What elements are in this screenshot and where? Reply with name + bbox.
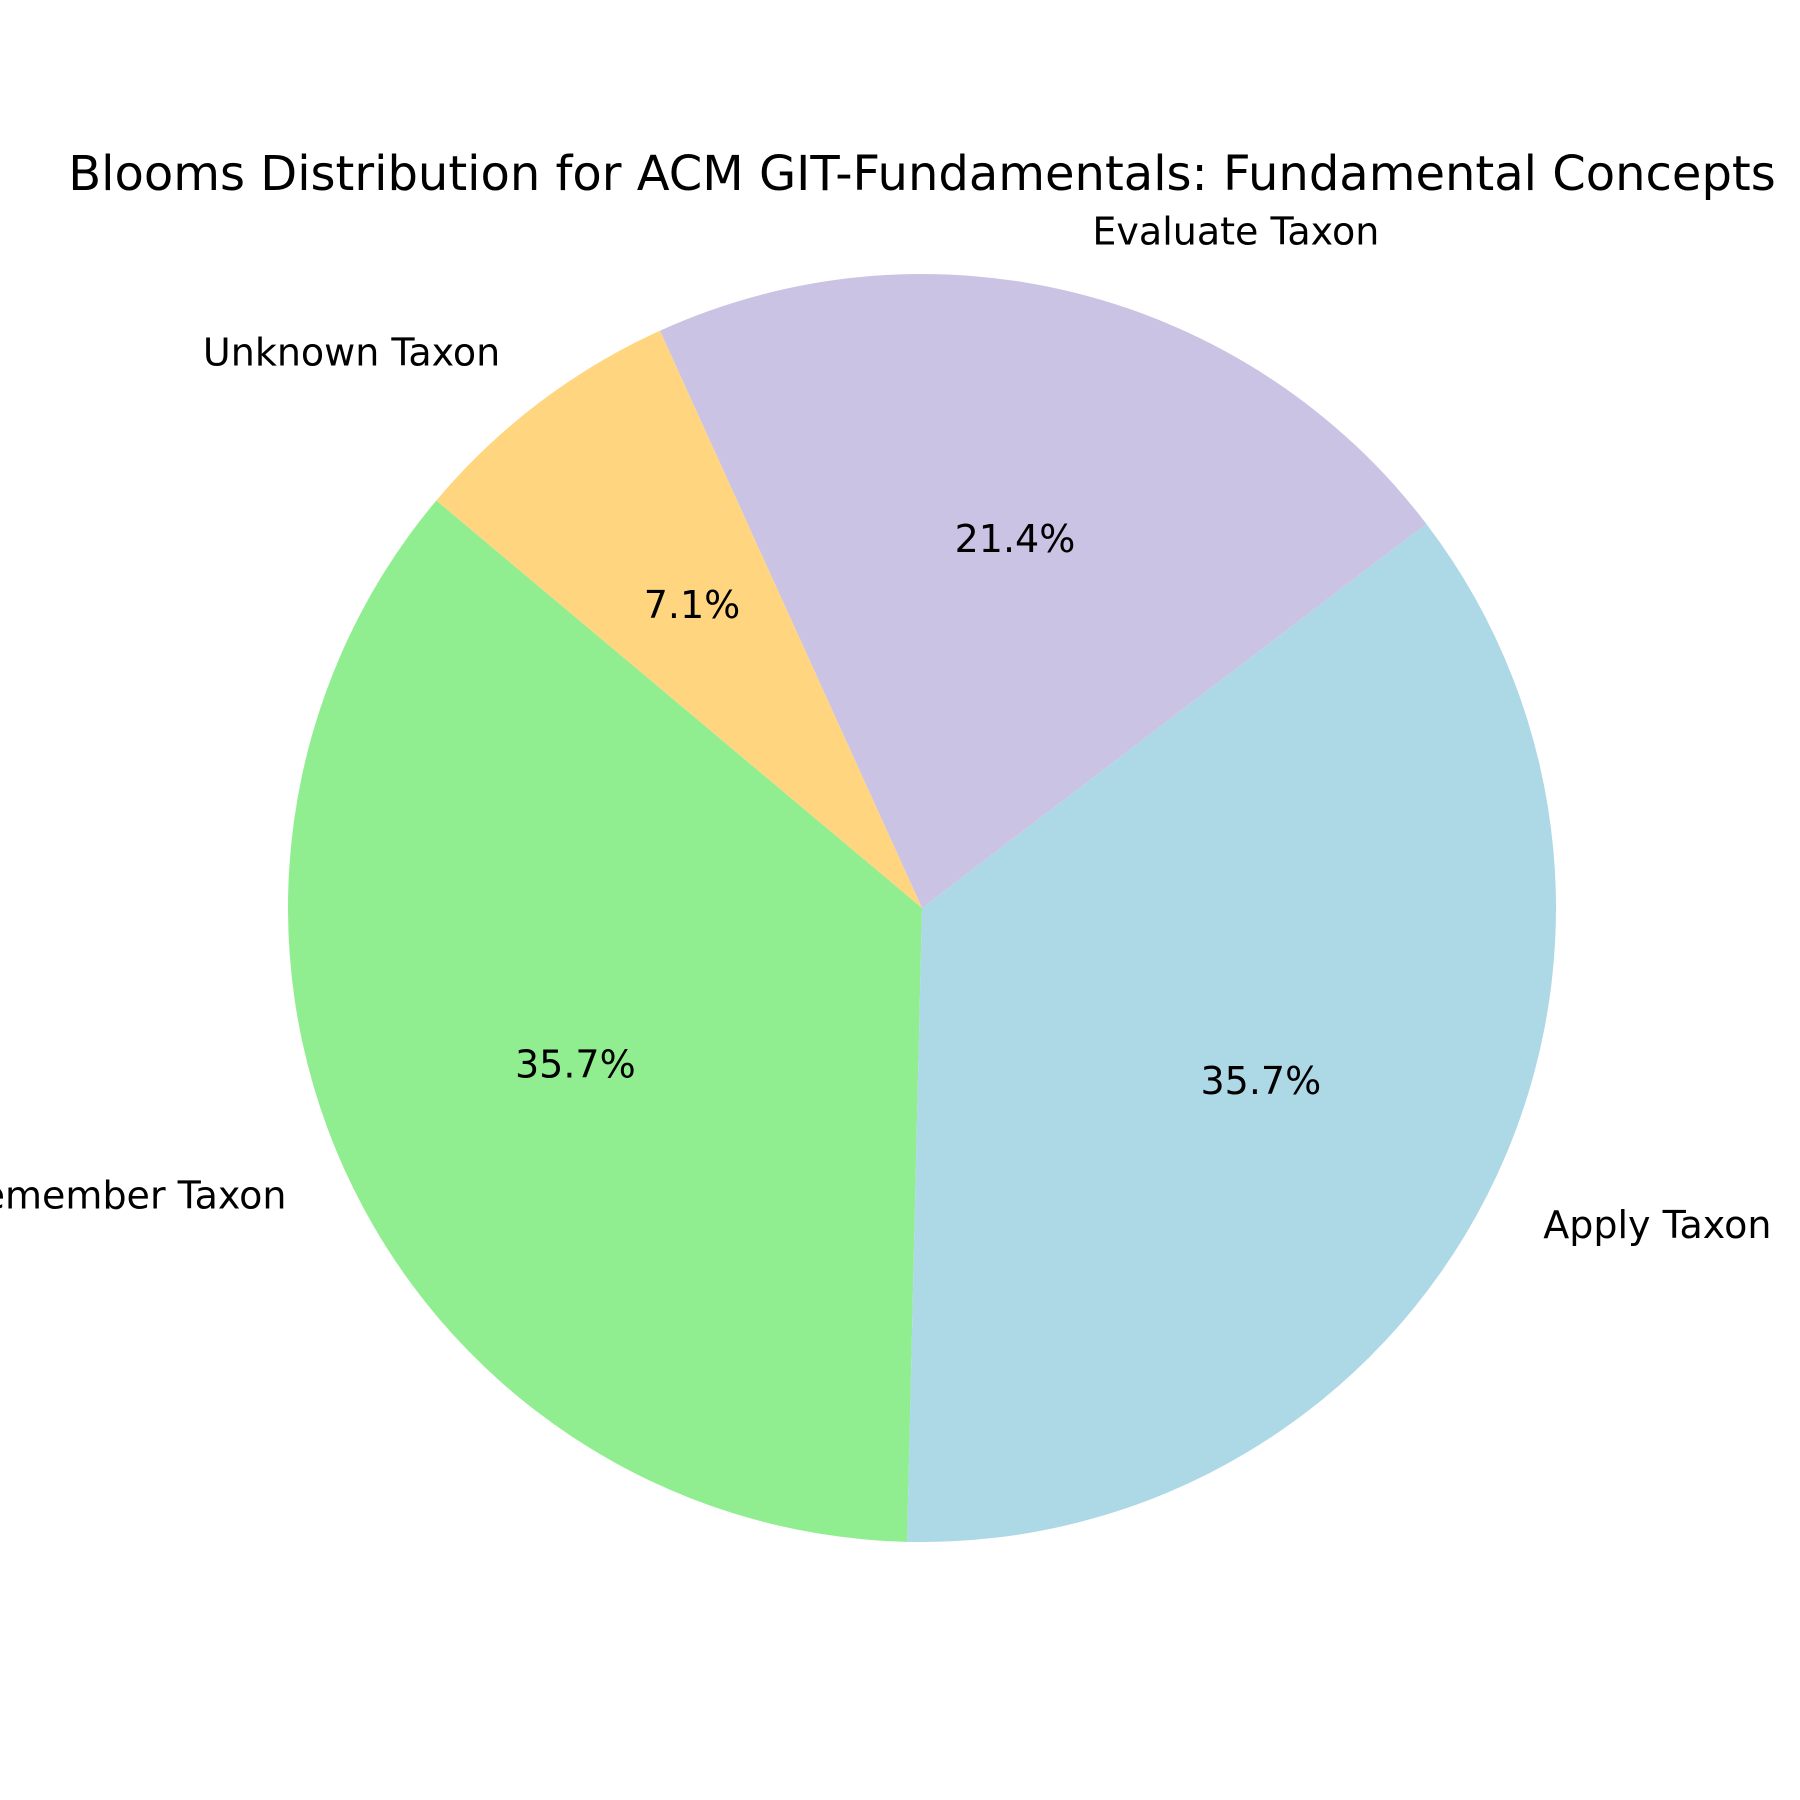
slice-percent-label: 21.4% bbox=[955, 517, 1076, 561]
slice-label: Remember Taxon bbox=[0, 1173, 287, 1217]
pie-slice-apply-taxon bbox=[907, 523, 1556, 1542]
slice-label: Evaluate Taxon bbox=[1092, 210, 1379, 254]
slice-label: Apply Taxon bbox=[1543, 1203, 1771, 1247]
chart-title: Blooms Distribution for ACM GIT-Fundamen… bbox=[68, 146, 1776, 202]
slice-percent-label: 35.7% bbox=[515, 1043, 636, 1087]
slice-percent-label: 35.7% bbox=[1201, 1059, 1322, 1103]
pie-slice-evaluate-taxon bbox=[659, 273, 1427, 908]
slice-percent-label: 7.1% bbox=[644, 583, 741, 627]
pie-labels: Remember Taxon 35.7% Apply Taxon 35.7% Evalu… bbox=[0, 210, 1771, 1247]
pie-slice-remember-taxon bbox=[288, 500, 922, 1542]
slice-label: Unknown Taxon bbox=[203, 331, 500, 375]
pie-slices bbox=[288, 273, 1556, 1542]
pie-slice-unknown-taxon bbox=[436, 330, 922, 908]
